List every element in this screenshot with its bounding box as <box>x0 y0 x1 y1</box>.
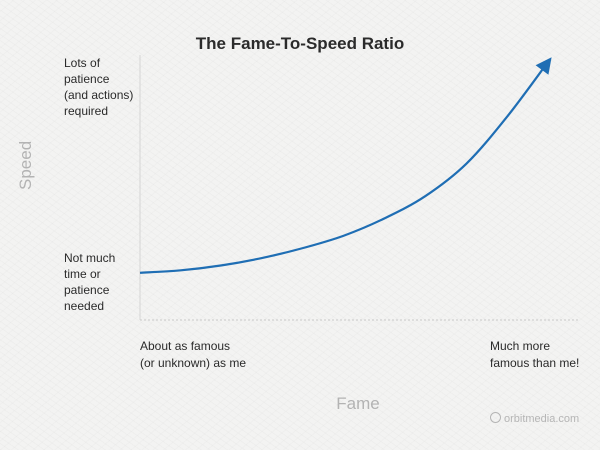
x-tick-label-low-text: About as famous (or unknown) as me <box>140 339 247 370</box>
y-tick-label-low: Not much time or patience needed <box>64 250 144 314</box>
chart-title: The Fame-To-Speed Ratio <box>195 34 405 53</box>
watermark-text: orbitmedia.com <box>504 413 580 425</box>
orbit-logo-icon <box>490 412 501 423</box>
x-tick-label-high: Much more famous than me! <box>490 338 579 372</box>
y-tick-label-high-text: Lots of patience (and actions) required <box>64 56 134 118</box>
y-tick-label-high: Lots of patience (and actions) required <box>64 55 144 119</box>
x-tick-label-high-text: Much more famous than me! <box>490 339 580 370</box>
curve-arrowhead <box>535 57 552 75</box>
fame-speed-curve <box>139 61 549 274</box>
y-tick-label-low-text: Not much time or patience needed <box>64 251 116 313</box>
watermark: orbitmedia.com <box>490 412 579 425</box>
x-axis-title: Fame <box>336 394 380 413</box>
x-tick-label-low: About as famous (or unknown) as me <box>140 338 246 372</box>
